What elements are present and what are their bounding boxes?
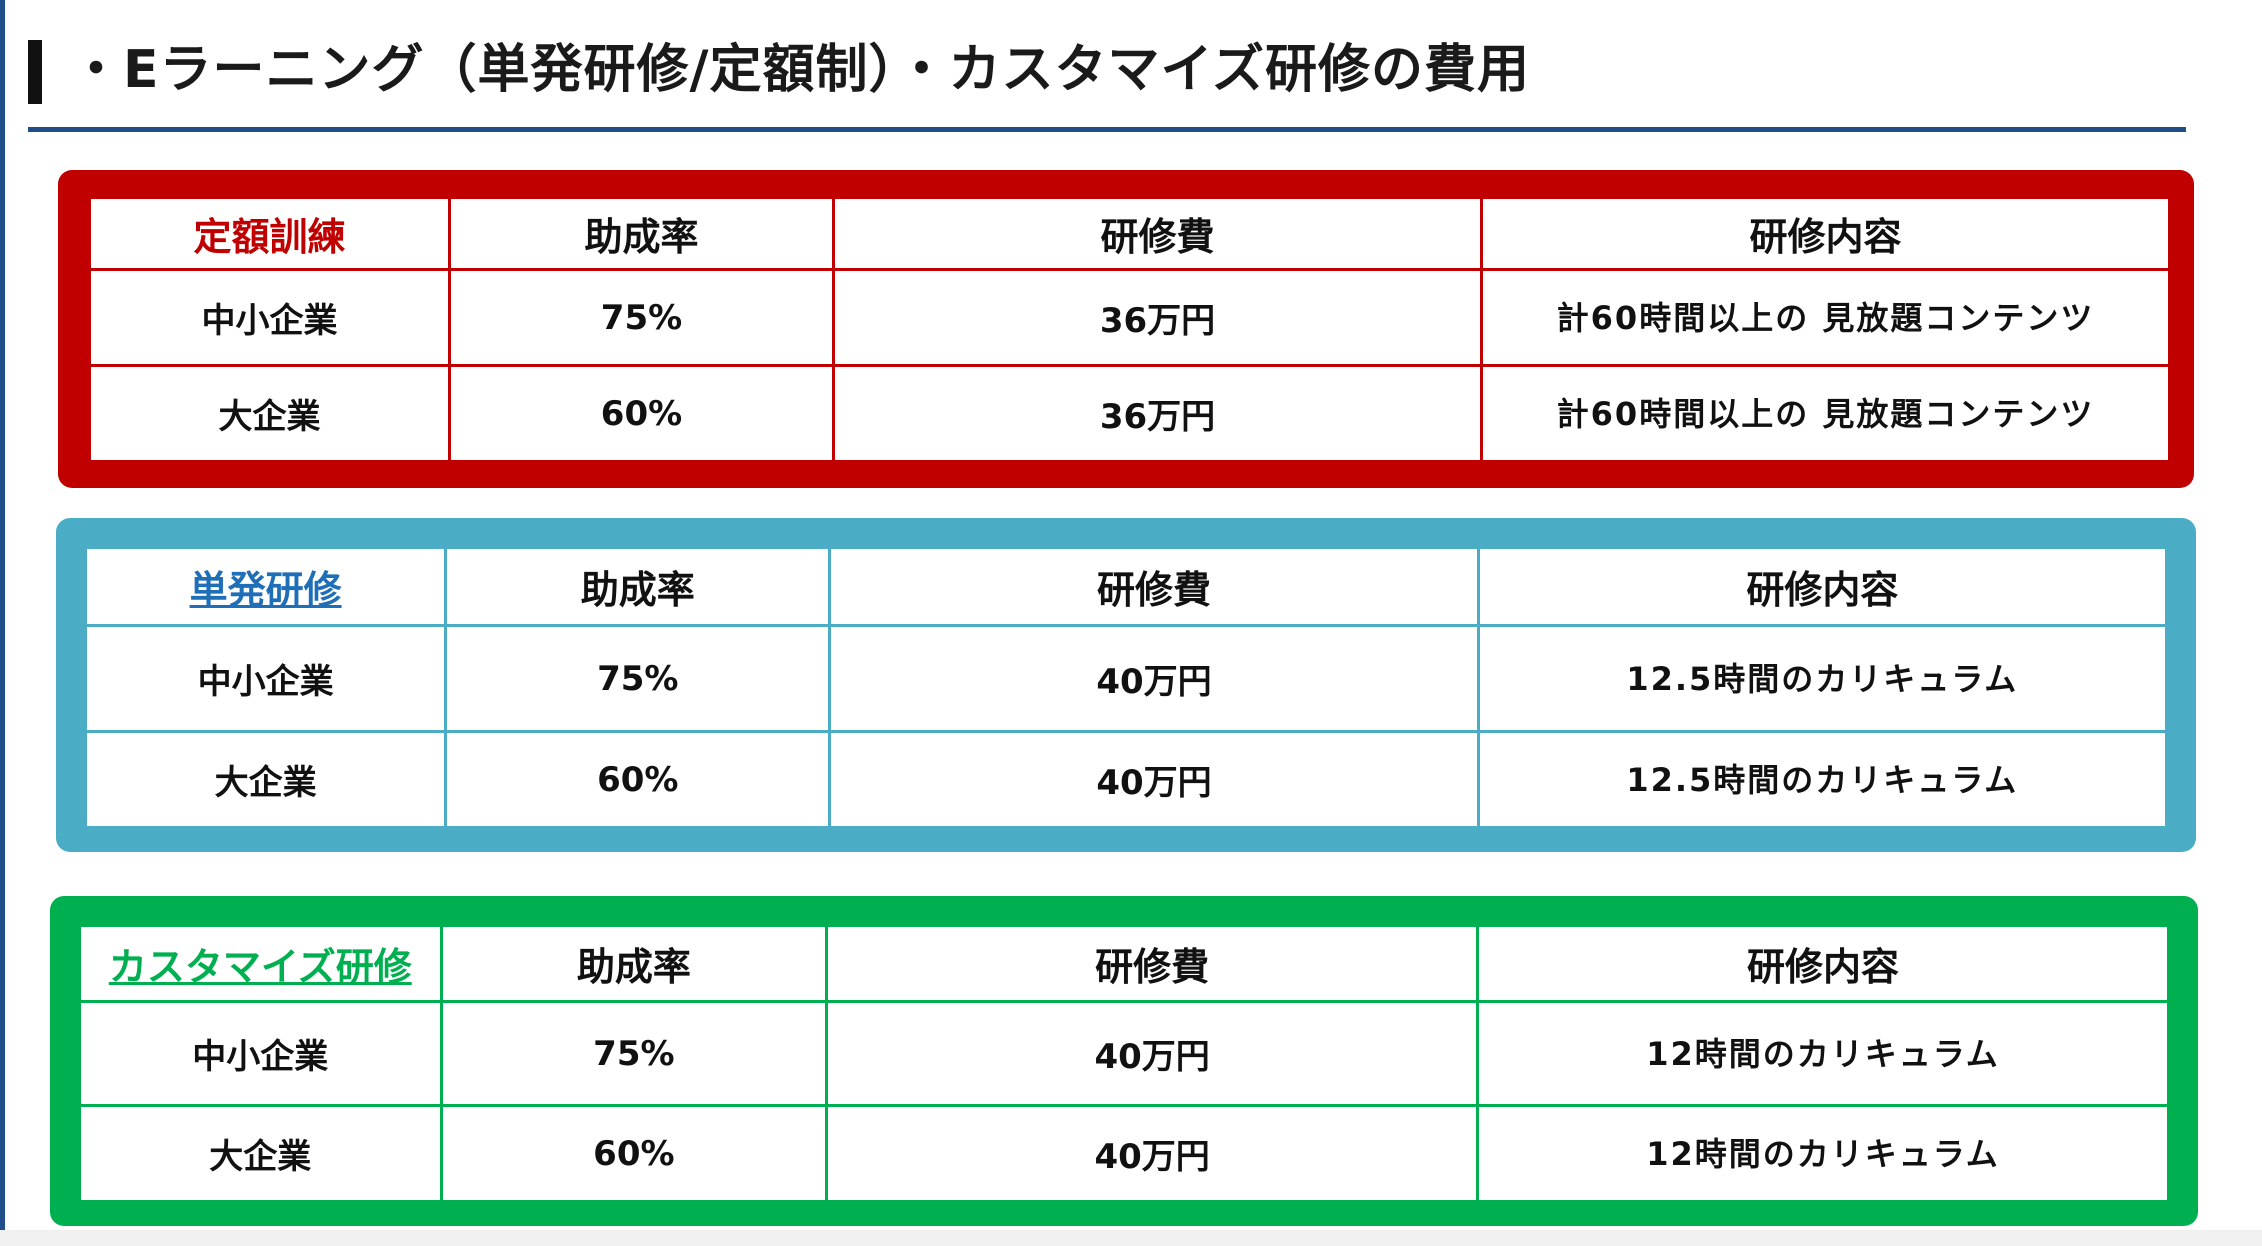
- table-row: 大企業 60% 40万円 12.5時間のカリキュラム: [83, 730, 2169, 829]
- training-content-cell: 計60時間以上の 見放題コンテンツ: [1480, 364, 2171, 463]
- table-row: 中小企業 75% 40万円 12時間のカリキュラム: [78, 1000, 2170, 1107]
- plan-table-fixed-rate: 定額訓練 助成率 研修費 研修内容 中小企業 75% 36万円 計60時間以上の…: [88, 196, 2171, 463]
- header-training-fee: 研修費: [828, 546, 1480, 627]
- training-content-cell: 12.5時間のカリキュラム: [1476, 624, 2169, 733]
- table-header-row: カスタマイズ研修 助成率 研修費 研修内容: [78, 924, 2170, 1003]
- plan-name-cell[interactable]: 単発研修: [83, 546, 448, 627]
- company-size-cell: 中小企業: [78, 1000, 443, 1107]
- header-subsidy-rate: 助成率: [444, 546, 832, 627]
- subsidy-rate-cell: 75%: [444, 624, 832, 733]
- plan-name-customized-link[interactable]: カスタマイズ研修: [108, 945, 412, 989]
- table-header-row: 単発研修 助成率 研修費 研修内容: [83, 546, 2169, 627]
- company-size-cell: 大企業: [78, 1104, 443, 1203]
- subsidy-rate-cell: 60%: [439, 1104, 829, 1203]
- plan-name-fixed-rate: 定額訓練: [193, 215, 346, 259]
- bottom-shade: [0, 1230, 2262, 1246]
- header-training-content: 研修内容: [1476, 546, 2169, 627]
- training-fee-cell: 36万円: [832, 364, 1483, 463]
- header-training-fee: 研修費: [825, 924, 1479, 1003]
- title-marker: [28, 40, 42, 104]
- company-size-cell: 大企業: [83, 730, 448, 829]
- company-size-cell: 中小企業: [88, 268, 451, 367]
- plan-name-single-session-link[interactable]: 単発研修: [189, 568, 342, 612]
- table-header-row: 定額訓練 助成率 研修費 研修内容: [88, 196, 2171, 271]
- subsidy-rate-cell: 60%: [444, 730, 832, 829]
- training-content-cell: 12時間のカリキュラム: [1476, 1000, 2170, 1107]
- page-title: ・Eラーニング（単発研修/定額制）・カスタマイズ研修の費用: [70, 40, 1530, 100]
- plan-table-customized: カスタマイズ研修 助成率 研修費 研修内容 中小企業 75% 40万円 12時間…: [78, 924, 2170, 1203]
- table-row: 中小企業 75% 40万円 12.5時間のカリキュラム: [83, 624, 2169, 733]
- header-subsidy-rate: 助成率: [439, 924, 829, 1003]
- subsidy-rate-cell: 60%: [448, 364, 835, 463]
- training-fee-cell: 40万円: [825, 1104, 1479, 1203]
- company-size-cell: 大企業: [88, 364, 451, 463]
- table-row: 大企業 60% 36万円 計60時間以上の 見放題コンテンツ: [88, 364, 2171, 463]
- header-training-content: 研修内容: [1480, 196, 2171, 271]
- training-fee-cell: 40万円: [825, 1000, 1479, 1107]
- company-size-cell: 中小企業: [83, 624, 448, 733]
- header-training-fee: 研修費: [832, 196, 1483, 271]
- training-fee-cell: 40万円: [828, 730, 1480, 829]
- training-content-cell: 計60時間以上の 見放題コンテンツ: [1480, 268, 2171, 367]
- training-content-cell: 12.5時間のカリキュラム: [1476, 730, 2169, 829]
- header-training-content: 研修内容: [1476, 924, 2170, 1003]
- title-underline: [28, 127, 2186, 132]
- training-fee-cell: 40万円: [828, 624, 1480, 733]
- training-fee-cell: 36万円: [832, 268, 1483, 367]
- table-row: 中小企業 75% 36万円 計60時間以上の 見放題コンテンツ: [88, 268, 2171, 367]
- plan-name-cell: 定額訓練: [88, 196, 451, 271]
- subsidy-rate-cell: 75%: [448, 268, 835, 367]
- table-row: 大企業 60% 40万円 12時間のカリキュラム: [78, 1104, 2170, 1203]
- subsidy-rate-cell: 75%: [439, 1000, 829, 1107]
- plan-name-cell[interactable]: カスタマイズ研修: [78, 924, 443, 1003]
- training-content-cell: 12時間のカリキュラム: [1476, 1104, 2170, 1203]
- left-accent-rule: [0, 0, 5, 1246]
- plan-table-single-session: 単発研修 助成率 研修費 研修内容 中小企業 75% 40万円 12.5時間のカ…: [83, 546, 2169, 829]
- header-subsidy-rate: 助成率: [448, 196, 835, 271]
